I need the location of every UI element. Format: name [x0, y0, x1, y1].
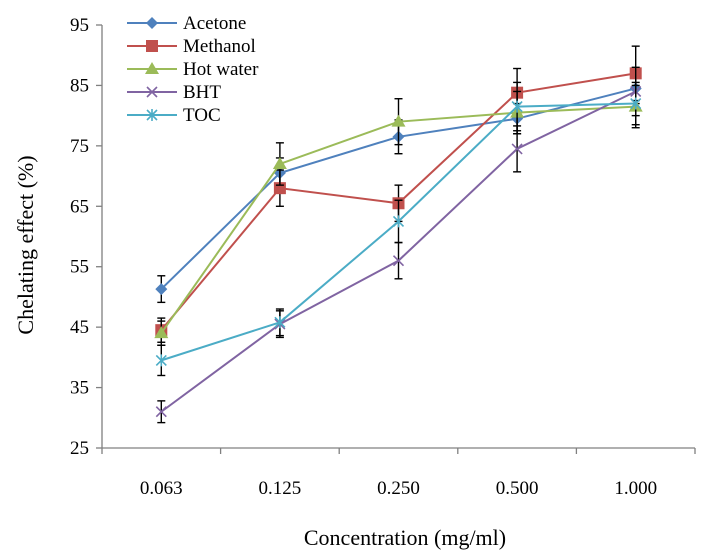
data-point — [511, 143, 523, 155]
legend-item: TOC — [127, 105, 221, 126]
legend-label: Methanol — [183, 36, 256, 57]
series-hot-water — [154, 84, 643, 346]
legend-label: Hot water — [183, 59, 259, 80]
series-methanol — [155, 45, 642, 343]
data-point — [154, 326, 169, 339]
x-axis-title: Concentration (mg/ml) — [304, 525, 506, 550]
y-tick-label: 75 — [70, 136, 89, 157]
x-tick-label: 0.250 — [377, 478, 420, 499]
data-point — [511, 100, 523, 113]
y-tick-label: 45 — [70, 317, 89, 338]
data-point — [274, 316, 286, 329]
y-tick-label: 35 — [70, 378, 89, 399]
legend-marker — [146, 86, 158, 98]
legend-label: BHT — [183, 82, 221, 103]
y-tick-label: 55 — [70, 257, 89, 278]
legend-item: Methanol — [127, 36, 256, 57]
legend-label: TOC — [183, 105, 221, 126]
legend-marker — [146, 17, 158, 29]
data-point — [272, 156, 287, 169]
data-point — [155, 283, 168, 296]
legend-label: Acetone — [183, 13, 246, 34]
data-point — [155, 406, 167, 418]
data-point — [630, 97, 642, 110]
x-tick-label: 0.125 — [259, 478, 302, 499]
data-point — [391, 114, 406, 127]
x-tick-label: 0.063 — [140, 478, 183, 499]
y-axis-title: Chelating effect (%) — [13, 155, 38, 334]
data-point — [392, 255, 405, 267]
x-tick-label: 0.500 — [496, 478, 539, 499]
x-tick-label: 1.000 — [614, 478, 657, 499]
legend-marker — [145, 62, 159, 74]
series-toc — [155, 81, 642, 377]
y-tick-label: 25 — [70, 438, 89, 459]
y-tick-label: 65 — [70, 196, 89, 217]
legend-item: BHT — [127, 82, 221, 103]
y-tick-label: 95 — [70, 15, 89, 36]
legend-marker — [146, 40, 158, 52]
legend-marker — [146, 109, 158, 121]
data-point — [392, 215, 405, 228]
series-bht — [155, 66, 642, 424]
data-point — [155, 354, 167, 367]
legend-item: Hot water — [127, 59, 259, 80]
legend-item: Acetone — [127, 13, 246, 34]
axes: 25 35 45 55 65 75 85 95 0.063 0.125 0.250 0.500 1.00… — [70, 15, 696, 499]
chart-marks — [154, 45, 643, 424]
y-tick-label: 85 — [70, 75, 89, 96]
